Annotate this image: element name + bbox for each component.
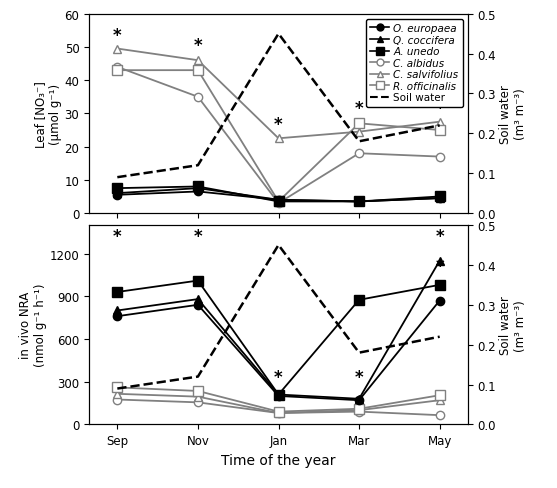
Text: *: * — [113, 227, 121, 245]
Y-axis label: Soil water
(m³ m⁻³): Soil water (m³ m⁻³) — [499, 296, 527, 354]
Text: *: * — [194, 37, 202, 55]
Text: *: * — [436, 257, 444, 275]
Text: *: * — [436, 100, 444, 118]
Y-axis label: Leaf [NO₃⁻]
(μmol g⁻¹): Leaf [NO₃⁻] (μmol g⁻¹) — [34, 81, 62, 147]
Text: *: * — [436, 227, 444, 245]
Text: *: * — [355, 100, 363, 118]
Y-axis label: in vivo NRA
(nmol g⁻¹ h⁻¹): in vivo NRA (nmol g⁻¹ h⁻¹) — [19, 284, 47, 366]
Text: *: * — [355, 368, 363, 386]
Legend: O. europaea, Q. coccifera, A. unedo, C. albidus, C. salvifolius, R. officinalis,: O. europaea, Q. coccifera, A. unedo, C. … — [367, 20, 463, 107]
Text: *: * — [274, 368, 283, 386]
Text: *: * — [194, 227, 202, 245]
Text: *: * — [274, 116, 283, 134]
Y-axis label: Soil water
(m³ m⁻³): Soil water (m³ m⁻³) — [499, 85, 527, 143]
Text: *: * — [113, 26, 121, 44]
X-axis label: Time of the year: Time of the year — [221, 453, 336, 467]
